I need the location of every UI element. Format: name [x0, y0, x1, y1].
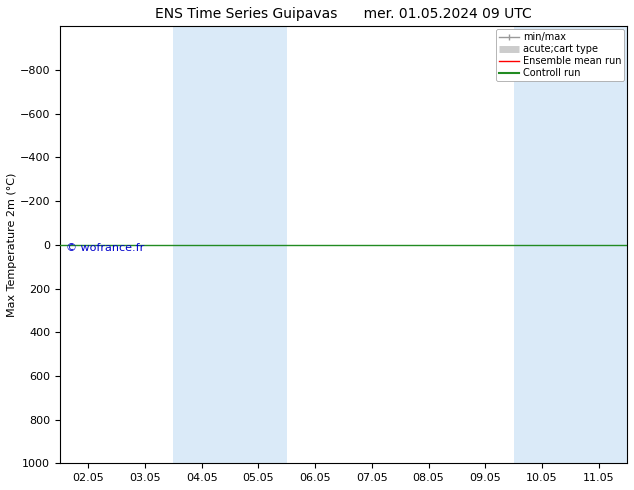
Bar [173, 26, 287, 464]
Legend: min/max, acute;cart type, Ensemble mean run, Controll run: min/max, acute;cart type, Ensemble mean … [496, 29, 624, 81]
Text: © wofrance.fr: © wofrance.fr [65, 243, 144, 253]
Y-axis label: Max Temperature 2m (°C): Max Temperature 2m (°C) [7, 172, 17, 317]
Bar [514, 26, 627, 464]
Title: ENS Time Series Guipavas      mer. 01.05.2024 09 UTC: ENS Time Series Guipavas mer. 01.05.2024… [155, 7, 532, 21]
